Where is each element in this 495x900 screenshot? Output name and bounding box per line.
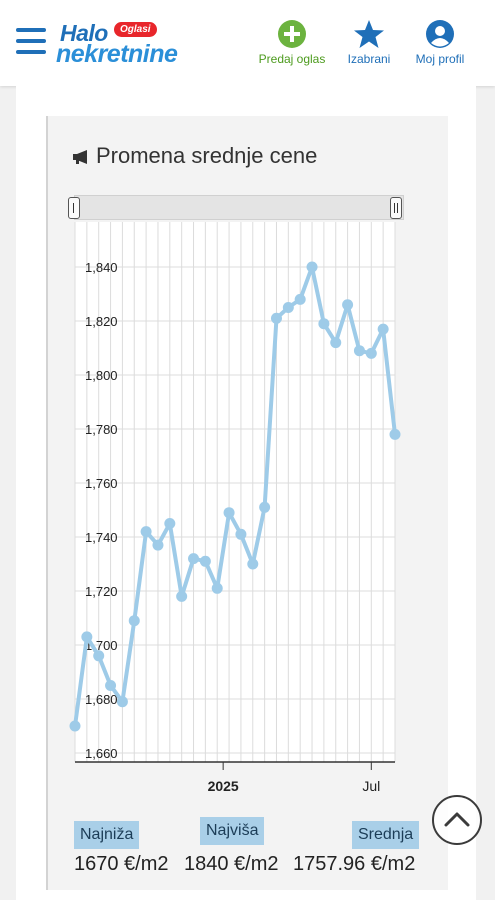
site-logo[interactable]: Halo Oglasi nekretnine: [56, 18, 221, 70]
data-point: [176, 590, 188, 602]
nav-moj-profil[interactable]: Moj profil: [410, 20, 470, 66]
logo-nekretnine: nekretnine: [56, 40, 178, 68]
y-tick-label: 1,780: [85, 422, 118, 437]
data-point: [389, 428, 401, 440]
data-point: [93, 650, 105, 662]
chart-title: Promena srednje cene: [72, 143, 317, 169]
y-tick-label: 1,680: [85, 692, 118, 707]
data-point: [69, 720, 81, 732]
scroll-top-button[interactable]: [432, 795, 482, 845]
y-tick-label: 1,660: [85, 746, 118, 761]
data-point: [152, 539, 164, 551]
nav-izabrani-label: Izabrani: [347, 52, 391, 66]
x-tick-label: Jul: [362, 778, 380, 794]
nav-izabrani[interactable]: Izabrani: [342, 20, 396, 66]
data-point: [259, 501, 271, 513]
nav-predaj-oglas[interactable]: Predaj oglas: [256, 20, 328, 66]
range-handle-right[interactable]: [390, 197, 402, 219]
data-point: [81, 631, 93, 643]
y-tick-label: 1,760: [85, 476, 118, 491]
data-point: [282, 302, 294, 313]
user-profile-icon: [426, 20, 454, 48]
megaphone-icon: [73, 150, 87, 165]
data-point: [318, 318, 330, 330]
y-tick-label: 1,740: [85, 530, 118, 545]
data-point: [140, 526, 152, 538]
x-tick-label: 2025: [208, 778, 239, 794]
nav-profil-label: Moj profil: [415, 52, 465, 66]
site-header: Halo Oglasi nekretnine Predaj oglas Izab…: [0, 0, 495, 86]
min-price-value: 1670 €/m2: [74, 853, 169, 875]
data-point: [235, 528, 247, 540]
avg-price-value: 1757.96 €/m2: [293, 853, 416, 875]
max-price-label: Najviša: [200, 817, 265, 845]
data-point: [353, 345, 365, 357]
data-point: [330, 337, 342, 349]
star-icon: [354, 20, 384, 48]
data-point: [188, 553, 200, 565]
data-point: [365, 347, 377, 359]
data-point: [377, 323, 389, 335]
data-point: [199, 555, 211, 567]
range-selector-track[interactable]: [74, 195, 404, 220]
y-tick-label: 1,800: [85, 368, 118, 383]
min-price-label: Najniža: [74, 821, 140, 849]
logo-oglasi-badge: Oglasi: [114, 22, 157, 37]
hamburger-menu-icon[interactable]: [16, 28, 46, 54]
data-point: [294, 293, 306, 305]
price-series-line: [73, 265, 397, 728]
data-point: [342, 299, 354, 311]
data-point: [270, 312, 282, 324]
data-point: [128, 615, 140, 627]
data-point: [223, 507, 235, 519]
data-point: [306, 261, 318, 273]
data-point: [164, 518, 176, 529]
logo-halo: Halo: [60, 20, 108, 46]
data-point: [116, 696, 128, 708]
data-point: [105, 680, 117, 691]
chart-title-text: Promena srednje cene: [96, 143, 318, 168]
y-tick-label: 1,840: [85, 260, 118, 275]
plus-circle-icon: [278, 20, 306, 48]
nav-predaj-label: Predaj oglas: [258, 52, 326, 66]
avg-price-label: Srednja: [352, 821, 420, 849]
data-point: [211, 582, 223, 594]
y-tick-label: 1,820: [85, 314, 118, 329]
data-point: [247, 558, 259, 570]
range-handle-left[interactable]: [68, 197, 80, 219]
y-tick-label: 1,720: [85, 584, 118, 599]
chevron-up-icon: [444, 812, 470, 827]
max-price-value: 1840 €/m2: [184, 853, 279, 875]
